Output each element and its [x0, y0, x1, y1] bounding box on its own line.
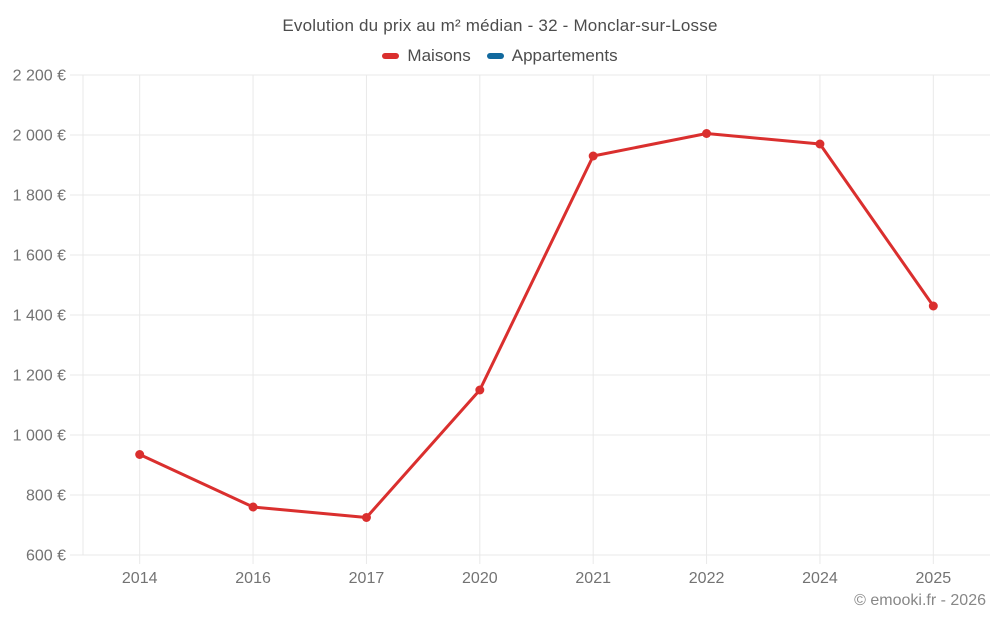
x-axis-tick-label: 2024: [802, 570, 838, 587]
x-axis-tick-label: 2025: [916, 570, 952, 587]
y-axis-tick-label: 600 €: [26, 548, 66, 565]
y-axis-tick-label: 1 800 €: [13, 188, 66, 205]
y-axis-tick-label: 800 €: [26, 488, 66, 505]
copyright-text: © emooki.fr - 2026: [854, 592, 986, 609]
appartements-color-swatch: [486, 53, 504, 59]
data-point-maisons-2021[interactable]: [588, 151, 598, 161]
y-axis-tick-label: 1 200 €: [13, 368, 66, 385]
chart-legend: Maisons Appartements: [0, 46, 1000, 66]
data-point-maisons-2022[interactable]: [702, 129, 712, 138]
data-point-maisons-2014[interactable]: [135, 450, 145, 459]
x-axis-tick-label: 2022: [689, 570, 725, 587]
x-axis-tick-label: 2020: [462, 570, 498, 587]
y-axis-tick-label: 1 400 €: [13, 308, 66, 325]
appartements-legend-label: Appartements: [511, 46, 618, 65]
maisons-color-swatch: [382, 53, 400, 59]
x-axis-tick-label: 2016: [235, 570, 271, 587]
data-point-maisons-2024[interactable]: [815, 139, 825, 149]
data-point-maisons-2025[interactable]: [928, 301, 938, 311]
y-axis-tick-label: 1 600 €: [13, 248, 66, 265]
y-axis-tick-label: 1 000 €: [13, 428, 66, 445]
legend-item-maisons[interactable]: Maisons: [382, 46, 471, 66]
series-line-maisons: [138, 132, 935, 519]
y-axis-tick-label: 2 000 €: [13, 128, 66, 145]
maisons-legend-label: Maisons: [407, 46, 471, 65]
x-axis-tick-label: 2017: [349, 570, 385, 587]
legend-item-appartements[interactable]: Appartements: [486, 46, 618, 66]
x-axis-tick-label: 2014: [122, 570, 158, 587]
y-axis-tick-label: 2 200 €: [13, 68, 66, 85]
chart-title: Evolution du prix au m² médian - 32 - Mo…: [282, 16, 718, 35]
data-point-maisons-2020[interactable]: [475, 385, 485, 395]
data-point-maisons-2017[interactable]: [361, 513, 371, 522]
data-point-maisons-2016[interactable]: [248, 502, 258, 512]
x-axis-tick-label: 2021: [575, 570, 611, 587]
